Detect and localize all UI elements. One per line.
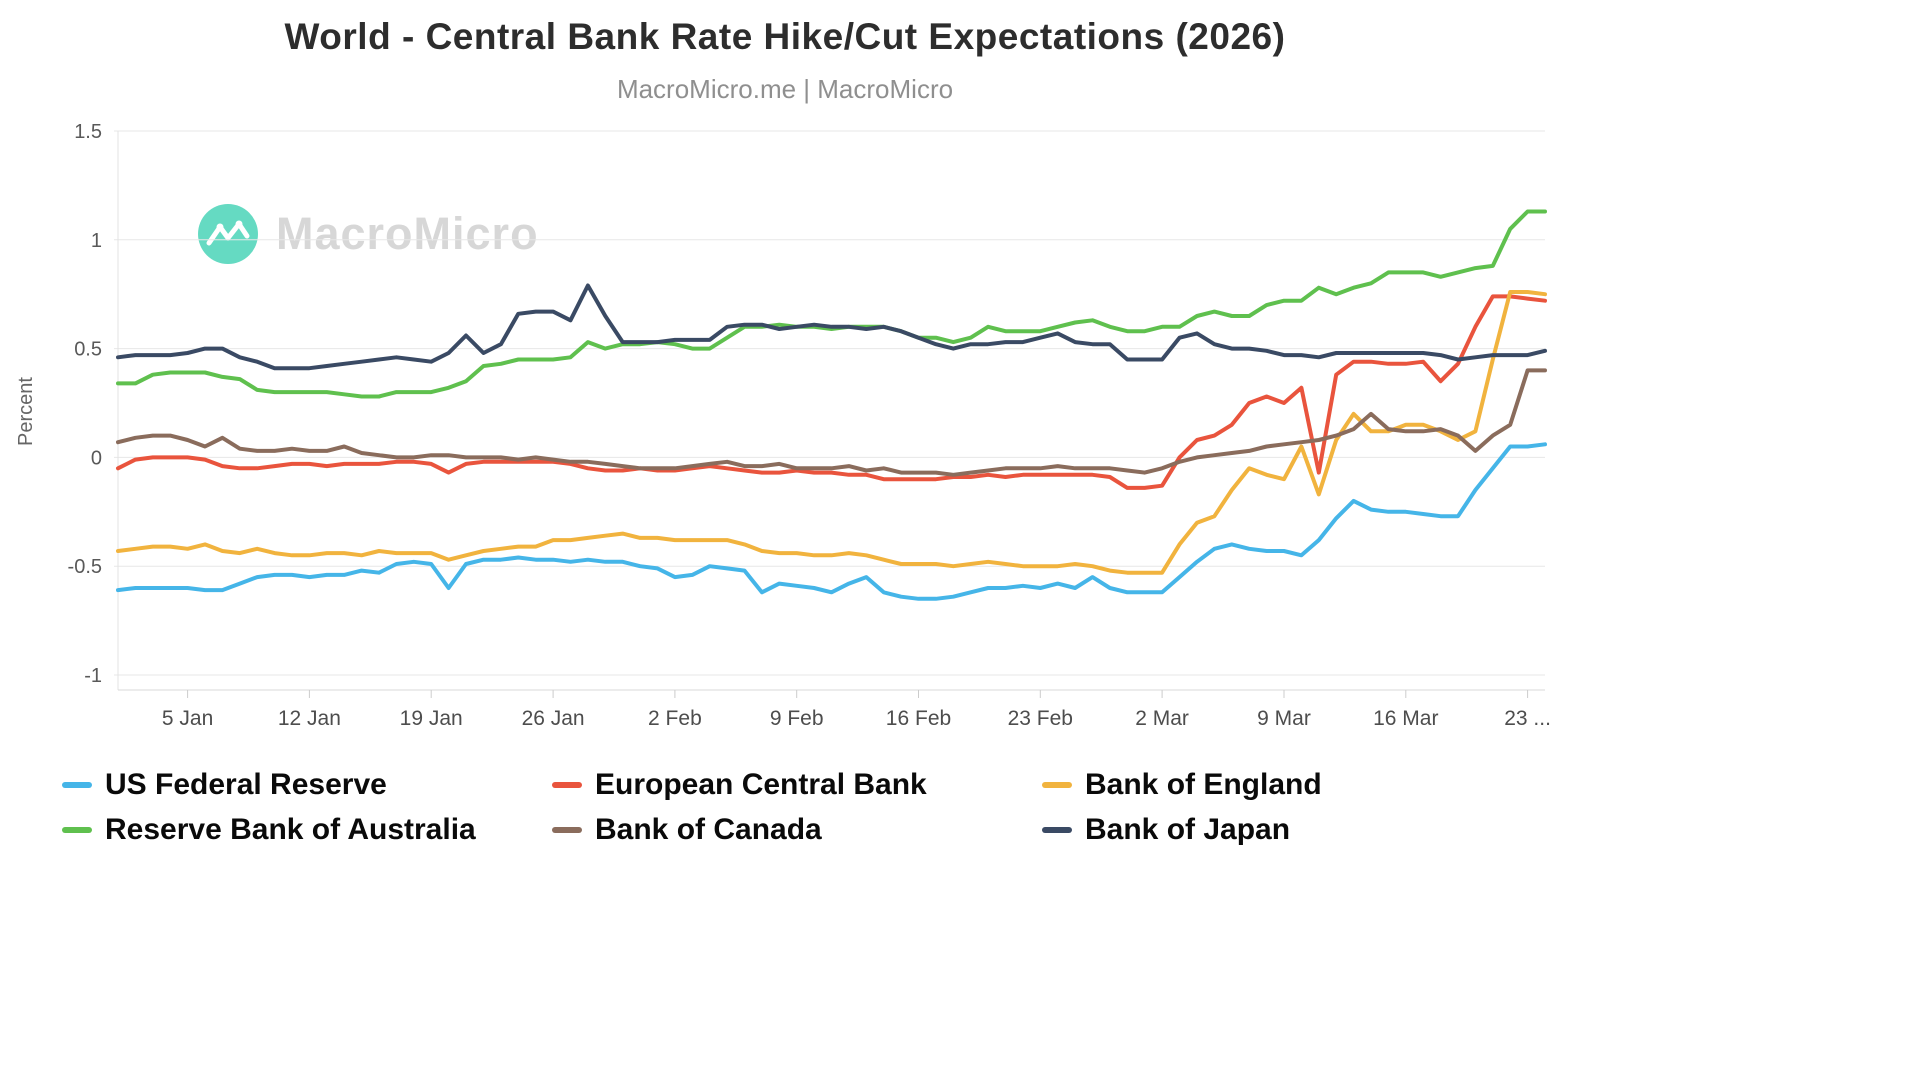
line-chart-plot[interactable]: 1.5 1 0.5 0 -0.5 -1 5 Jan 12 Jan 19 Jan 26 Jan 2 F… xyxy=(0,0,1920,745)
svg-text:26 Jan: 26 Jan xyxy=(522,707,585,730)
svg-text:-0.5: -0.5 xyxy=(68,556,102,578)
svg-text:-1: -1 xyxy=(84,665,102,687)
legend-item-european-central-bank[interactable]: European Central Bank xyxy=(552,768,1042,802)
svg-text:23 Feb: 23 Feb xyxy=(1008,707,1073,730)
legend-swatch-reserve-bank-of-australia xyxy=(62,826,92,833)
svg-text:9 Mar: 9 Mar xyxy=(1257,707,1311,730)
svg-text:0: 0 xyxy=(91,447,102,469)
svg-text:23 ...: 23 ... xyxy=(1504,707,1551,730)
legend-label-bank-of-canada: Bank of Canada xyxy=(595,812,822,846)
legend-item-bank-of-canada[interactable]: Bank of Canada xyxy=(552,813,1042,847)
chart-subtitle: MacroMicro.me | MacroMicro xyxy=(616,74,954,104)
svg-text:19 Jan: 19 Jan xyxy=(400,707,463,730)
svg-text:1: 1 xyxy=(91,230,102,252)
svg-text:5 Jan: 5 Jan xyxy=(162,707,213,730)
legend-label-us-federal-reserve: US Federal Reserve xyxy=(105,767,387,801)
legend-item-bank-of-england[interactable]: Bank of England xyxy=(1042,768,1532,802)
legend-item-bank-of-japan[interactable]: Bank of Japan xyxy=(1042,813,1532,847)
svg-text:16 Feb: 16 Feb xyxy=(886,707,951,730)
legend-item-us-federal-reserve[interactable]: US Federal Reserve xyxy=(62,768,552,802)
svg-text:0.5: 0.5 xyxy=(74,339,102,361)
svg-text:1.5: 1.5 xyxy=(74,121,102,143)
watermark: MacroMicro xyxy=(196,202,539,266)
legend-label-european-central-bank: European Central Bank xyxy=(595,767,927,801)
legend-swatch-bank-of-canada xyxy=(552,826,582,833)
macromicro-logo-icon xyxy=(198,204,258,264)
svg-text:2 Feb: 2 Feb xyxy=(648,707,702,730)
svg-text:16 Mar: 16 Mar xyxy=(1373,707,1438,730)
legend-item-reserve-bank-of-australia[interactable]: Reserve Bank of Australia xyxy=(62,813,552,847)
svg-text:9 Feb: 9 Feb xyxy=(770,707,824,730)
legend-swatch-us-federal-reserve xyxy=(62,781,92,788)
chart-title: World - Central Bank Rate Hike/Cut Expec… xyxy=(284,16,1286,57)
legend: US Federal Reserve European Central Bank… xyxy=(62,762,1532,852)
legend-label-reserve-bank-of-australia: Reserve Bank of Australia xyxy=(105,812,476,846)
legend-label-bank-of-japan: Bank of Japan xyxy=(1085,812,1291,846)
svg-text:2 Mar: 2 Mar xyxy=(1135,707,1189,730)
legend-swatch-bank-of-japan xyxy=(1042,826,1072,833)
legend-swatch-european-central-bank xyxy=(552,781,582,788)
watermark-brand: MacroMicro xyxy=(276,208,539,259)
legend-label-bank-of-england: Bank of England xyxy=(1085,767,1322,801)
legend-swatch-bank-of-england xyxy=(1042,781,1072,788)
svg-text:12 Jan: 12 Jan xyxy=(278,707,341,730)
